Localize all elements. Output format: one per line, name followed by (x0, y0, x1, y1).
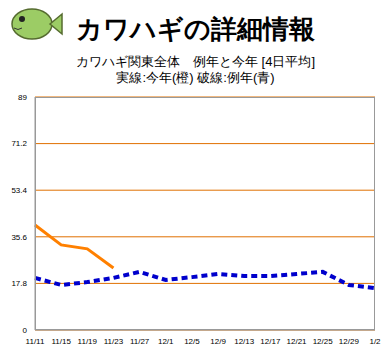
svg-text:1/2: 1/2 (369, 337, 381, 346)
svg-text:11/27: 11/27 (130, 337, 150, 346)
svg-text:12/25: 12/25 (313, 337, 334, 346)
svg-text:12/5: 12/5 (184, 337, 200, 346)
svg-text:89: 89 (18, 93, 27, 102)
svg-text:17.8: 17.8 (11, 279, 27, 288)
svg-text:11/19: 11/19 (78, 337, 98, 346)
svg-text:0: 0 (23, 326, 28, 335)
svg-text:11/11: 11/11 (26, 337, 45, 346)
svg-text:12/9: 12/9 (210, 337, 226, 346)
html-text:カワハギ関東全体 例年と今年 [4日平均]: カワハギ関東全体 例年と今年 [4日平均] (76, 54, 315, 69)
svg-text:35.6: 35.6 (11, 233, 27, 242)
svg-text:12/21: 12/21 (287, 337, 308, 346)
svg-text:12/1: 12/1 (158, 337, 174, 346)
svg-text:12/29: 12/29 (339, 337, 360, 346)
svg-text:12/13: 12/13 (234, 337, 255, 346)
svg-text:11/23: 11/23 (104, 337, 124, 346)
svg-text:11/15: 11/15 (51, 337, 71, 346)
svg-text:71.2: 71.2 (11, 139, 27, 148)
svg-text:12/17: 12/17 (260, 337, 281, 346)
html-text:実線:今年(橙) 破線:例年(青): 実線:今年(橙) 破線:例年(青) (116, 70, 275, 85)
svg-text:53.4: 53.4 (11, 186, 27, 195)
html-text:カワハギの詳細情報: カワハギの詳細情報 (76, 14, 315, 44)
